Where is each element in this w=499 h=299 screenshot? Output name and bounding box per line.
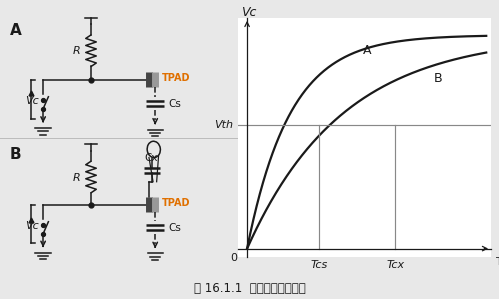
Text: T →: T → (496, 257, 499, 267)
Text: R: R (73, 173, 81, 182)
Text: A: A (362, 44, 371, 57)
Text: A: A (9, 23, 21, 38)
Text: Cs: Cs (169, 223, 182, 233)
Text: B: B (9, 147, 21, 162)
Text: R: R (73, 46, 81, 56)
Text: Vc: Vc (241, 6, 256, 19)
Text: 图 16.1.1  电容触摸按键原理: 图 16.1.1 电容触摸按键原理 (194, 282, 305, 295)
Text: Cx: Cx (144, 153, 157, 163)
Text: Vc: Vc (25, 97, 39, 106)
Text: Vth: Vth (214, 120, 233, 130)
Text: Cs: Cs (169, 99, 182, 109)
Text: B: B (434, 72, 443, 85)
Text: TPAD: TPAD (162, 73, 190, 83)
Text: Vc: Vc (25, 222, 39, 231)
Text: TPAD: TPAD (162, 198, 190, 208)
Text: Tcx: Tcx (386, 260, 404, 270)
Text: 0: 0 (231, 253, 238, 263)
Text: Tcs: Tcs (310, 260, 327, 270)
